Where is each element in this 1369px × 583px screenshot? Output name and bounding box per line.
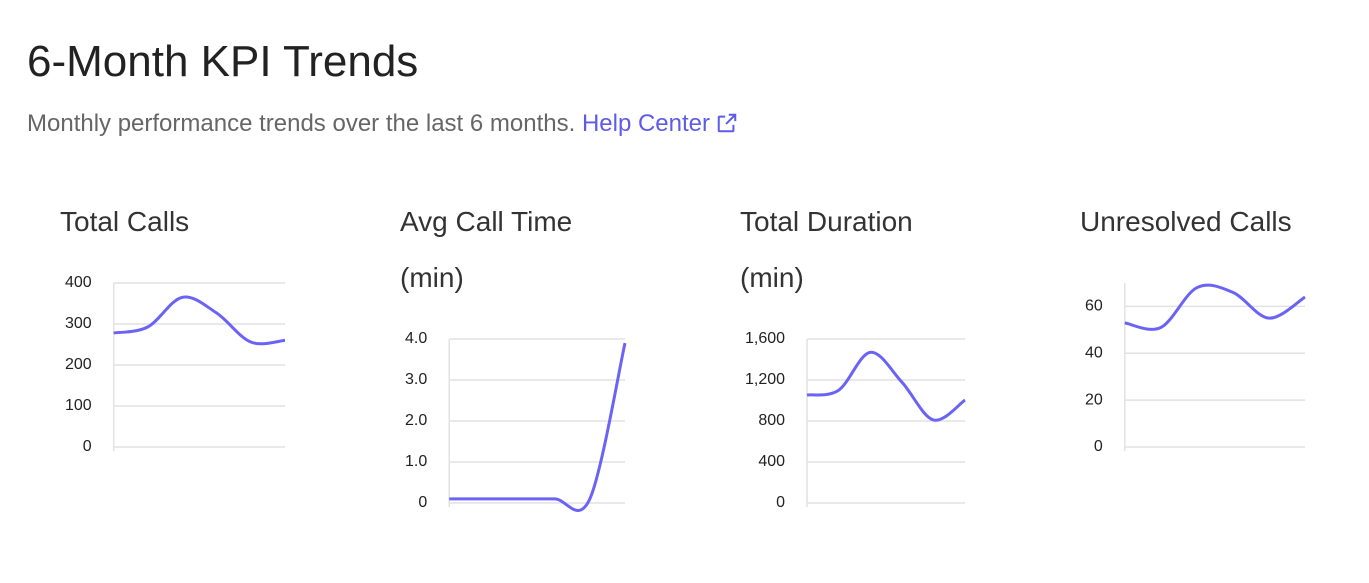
subtitle: Monthly performance trends over the last… <box>27 110 576 137</box>
y-tick-label: 400 <box>65 274 92 291</box>
chart-title: Total Calls <box>60 206 190 237</box>
y-tick-label: 800 <box>758 412 785 429</box>
chart-title: Total Duration (min) <box>740 206 913 293</box>
help-link[interactable]: Help Center <box>582 110 738 137</box>
external-icon <box>717 113 737 133</box>
chart-title: Unresolved Calls <box>1080 206 1292 237</box>
chart: 0 100 200 300 400 <box>65 274 286 455</box>
y-tick-label: 300 <box>65 315 92 332</box>
subtitle-row: Monthly performance trends over the last… <box>27 108 738 140</box>
y-tick-label: 1.0 <box>405 453 427 470</box>
kpi-card: Total Duration (min) 0 400 800 1,200 1,600 <box>740 194 1000 526</box>
y-tick-label: 2.0 <box>405 412 427 429</box>
y-tick-label: 4.0 <box>405 330 427 347</box>
line-series <box>806 350 966 422</box>
y-tick-label: 200 <box>65 356 92 373</box>
line-series <box>449 342 627 512</box>
y-tick-label: 400 <box>758 453 785 470</box>
chart: 0 1.0 2.0 3.0 4.0 <box>405 330 627 512</box>
line-series <box>113 295 286 346</box>
y-tick-label: 0 <box>83 438 92 455</box>
y-tick-label: 60 <box>1085 298 1103 315</box>
y-tick-label: 20 <box>1085 391 1103 408</box>
page-title: 6-Month KPI Trends <box>27 37 419 86</box>
y-tick-label: 0 <box>776 494 785 511</box>
y-tick-label: 1,600 <box>745 330 785 347</box>
y-tick-label: 0 <box>1094 438 1103 455</box>
y-tick-label: 1,200 <box>745 371 785 388</box>
line-series <box>1124 283 1306 331</box>
kpi-card: Unresolved Calls 0 20 40 60 <box>1080 194 1340 470</box>
kpi-card: Avg Call Time (min) 0 1.0 2.0 3.0 4.0 <box>400 194 660 526</box>
y-tick-label: 3.0 <box>405 371 427 388</box>
kpi-card: Total Calls 0 100 200 300 400 <box>60 194 320 470</box>
help-link-text: Help Center <box>581 110 710 137</box>
y-tick-label: 0 <box>418 494 427 511</box>
y-tick-label: 40 <box>1085 345 1103 362</box>
chart: 0 20 40 60 <box>1085 283 1306 455</box>
chart: 0 400 800 1,200 1,600 <box>745 330 966 511</box>
chart-title: Avg Call Time (min) <box>400 206 573 293</box>
y-tick-label: 100 <box>65 397 92 414</box>
